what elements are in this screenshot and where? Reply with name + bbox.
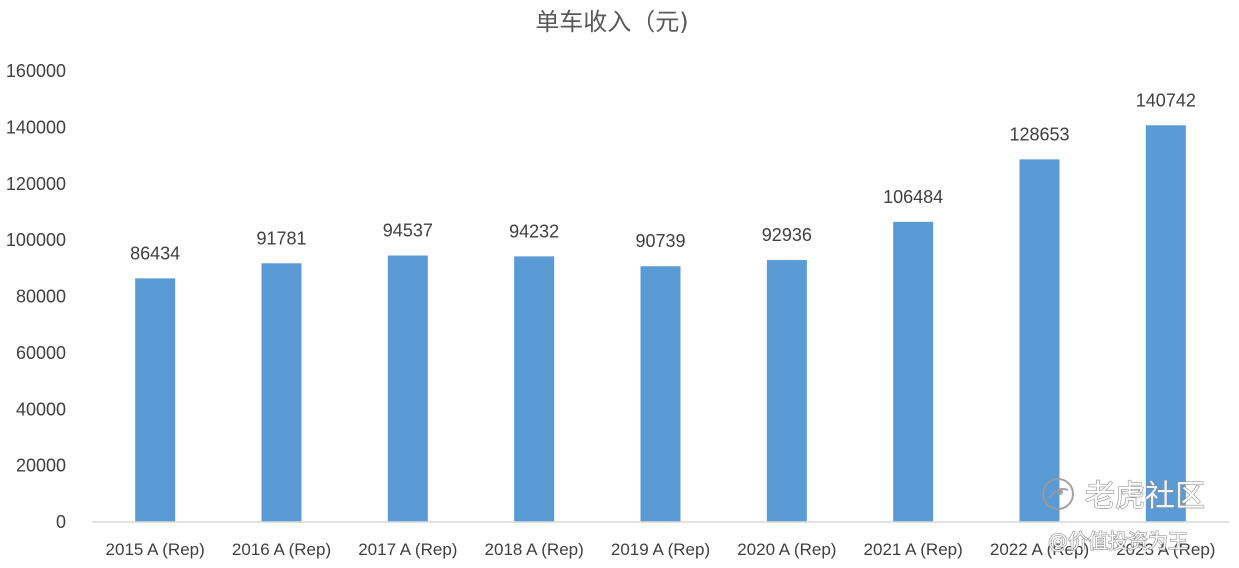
- data-label: 91781: [256, 228, 306, 248]
- x-tick-label: 2021 A (Rep): [864, 540, 963, 559]
- bar: [640, 266, 681, 522]
- watermark-logo-icon: [1042, 478, 1074, 510]
- bars: [135, 125, 1186, 523]
- bar: [135, 278, 176, 522]
- y-tick-label: 100000: [6, 230, 66, 250]
- data-labels: 86434 91781 94537 94232 90739 92936 106484 1286…: [130, 90, 1196, 263]
- bar: [1145, 125, 1186, 523]
- data-label: 94232: [509, 221, 559, 241]
- x-tick-label: 2015 A (Rep): [106, 540, 205, 559]
- data-label: 90739: [635, 231, 685, 251]
- bar: [514, 256, 555, 522]
- y-tick-label: 140000: [6, 117, 66, 137]
- x-tick-label: 2020 A (Rep): [737, 540, 836, 559]
- x-axis: 2015 A (Rep) 2016 A (Rep) 2017 A (Rep) 2018…: [106, 540, 1216, 559]
- data-label: 86434: [130, 243, 180, 263]
- y-tick-label: 0: [56, 512, 66, 532]
- y-tick-label: 60000: [16, 343, 66, 363]
- x-tick-label: 2019 A (Rep): [611, 540, 710, 559]
- bar: [1019, 159, 1060, 522]
- watermark-name: 老虎社区: [1085, 479, 1205, 514]
- y-tick-label: 20000: [16, 456, 66, 476]
- x-tick-label: 2022 A (Rep): [990, 540, 1089, 559]
- y-tick-label: 40000: [16, 399, 66, 419]
- data-label: 140742: [1136, 90, 1196, 110]
- y-tick-label: 160000: [6, 61, 66, 81]
- x-tick-label: 2023 A (Rep): [1116, 540, 1215, 559]
- bar: [766, 260, 807, 522]
- bar: [893, 221, 934, 523]
- x-tick-label: 2016 A (Rep): [232, 540, 331, 559]
- y-axis: 0 20000 40000 60000 80000 100000 120000 140000 1…: [6, 61, 66, 532]
- watermark-handle: @价值投资为王: [1048, 529, 1188, 553]
- y-tick-label: 80000: [16, 287, 66, 307]
- x-tick-label: 2018 A (Rep): [485, 540, 584, 559]
- bar: [261, 263, 302, 522]
- y-tick-label: 120000: [6, 174, 66, 194]
- data-label: 94537: [383, 221, 433, 241]
- bar: [387, 255, 428, 522]
- watermark: 老虎社区 @价值投资为王: [1042, 478, 1206, 554]
- data-label: 128653: [1009, 124, 1069, 144]
- data-label: 106484: [883, 187, 943, 207]
- data-label: 92936: [762, 225, 812, 245]
- chart-title: 单车收入（元): [535, 8, 688, 36]
- x-tick-label: 2017 A (Rep): [358, 540, 457, 559]
